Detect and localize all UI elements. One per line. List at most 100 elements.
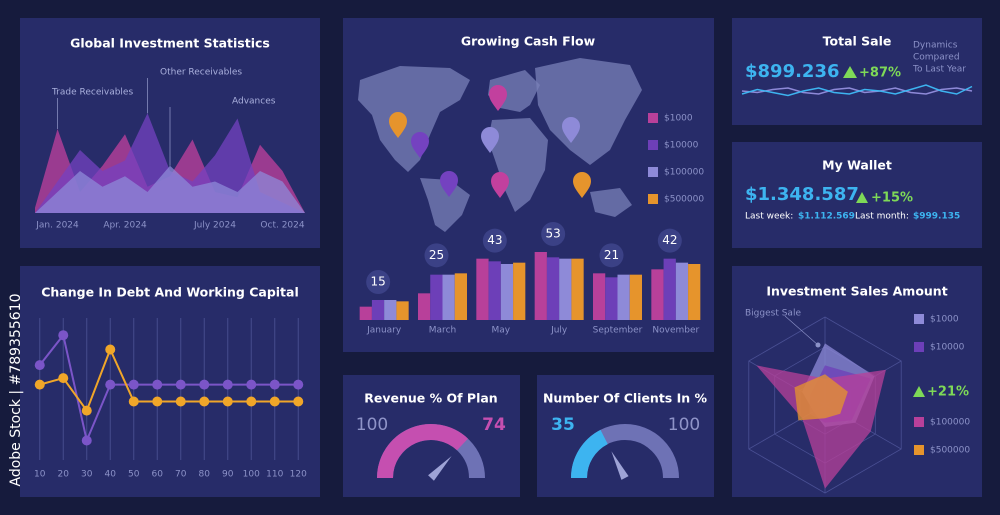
data-label: 43: [487, 233, 502, 247]
bar: [500, 264, 514, 320]
note: To Last Year: [912, 65, 966, 75]
needle: [428, 456, 452, 481]
x-tick-label: 50: [128, 470, 140, 480]
bar: [454, 273, 467, 320]
amount: $899.236: [745, 61, 840, 82]
point: [175, 396, 186, 407]
change: +21%: [927, 385, 969, 400]
data-label: 15: [371, 275, 386, 289]
point: [105, 344, 116, 355]
gauge-max: 100: [356, 415, 388, 435]
x-tick-label: 80: [199, 470, 211, 480]
legend-swatch: [914, 342, 924, 352]
bar: [663, 258, 676, 320]
point: [105, 379, 116, 390]
label-bubble: [366, 270, 391, 294]
bar: [534, 252, 547, 320]
point: [175, 379, 186, 390]
gauge-value: [377, 424, 468, 479]
point: [128, 396, 139, 407]
x-tick-label: November: [652, 326, 699, 336]
panel: [20, 266, 320, 497]
x-tick-label: 120: [290, 470, 307, 480]
panel-title: Total Sale: [823, 34, 892, 49]
point: [293, 379, 304, 390]
label-bubble: [657, 228, 682, 253]
x-tick-label: 40: [105, 470, 117, 480]
point: [81, 435, 92, 446]
series-label: Trade Receivables: [51, 88, 133, 98]
legend-label: $100000: [930, 418, 970, 428]
legend-swatch: [648, 113, 658, 123]
bar: [593, 273, 606, 320]
bar: [546, 257, 560, 320]
bar: [430, 274, 443, 320]
bar: [442, 274, 455, 320]
bar: [617, 274, 630, 320]
radar-area: [794, 374, 848, 421]
bar: [675, 262, 689, 320]
x-tick-label: 20: [58, 470, 70, 480]
point: [81, 405, 92, 416]
legend-swatch: [648, 140, 658, 150]
bar: [476, 258, 489, 320]
legend-label: $500000: [930, 446, 970, 456]
x-tick-label: January: [366, 326, 402, 336]
legend-swatch: [914, 314, 924, 324]
map-pins: [389, 85, 591, 198]
x-tick-label: September: [593, 326, 643, 336]
point: [58, 330, 69, 341]
label: Last week:: [745, 212, 793, 222]
x-tick-label: Jan. 2024: [35, 221, 79, 231]
bar: [396, 301, 409, 320]
x-tick-label: 10: [34, 470, 46, 480]
gauge-max: 100: [668, 415, 700, 435]
bar: [384, 300, 397, 320]
point: [128, 379, 139, 390]
needle: [611, 451, 629, 480]
watermark: Adobe Stock | #789355610: [8, 294, 24, 487]
chart-title: Global Investment Statistics: [70, 36, 270, 51]
legend-swatch: [648, 167, 658, 177]
label-bubble: [541, 222, 566, 246]
bar: [418, 293, 431, 320]
x-tick-label: July: [550, 326, 568, 336]
panel: [732, 142, 982, 248]
bar: [559, 258, 572, 320]
up-icon: [913, 386, 925, 397]
change: +87%: [859, 66, 901, 81]
x-tick-label: 100: [243, 470, 260, 480]
x-tick-label: Oct. 2024: [260, 221, 304, 231]
bar: [359, 306, 372, 320]
radar-area: [756, 365, 886, 489]
point: [222, 396, 233, 407]
data-label: 21: [604, 248, 619, 262]
legend-label: $500000: [664, 195, 704, 205]
gauge-value: [571, 429, 609, 479]
bar: [688, 264, 701, 320]
annotation-dot: [815, 342, 821, 348]
x-tick-label: 30: [81, 470, 93, 480]
annotation: Biggest Sale: [745, 309, 801, 319]
point: [199, 396, 210, 407]
chart-title: Change In Debt And Working Capital: [41, 285, 299, 300]
point: [34, 379, 45, 390]
legend-label: $100000: [664, 168, 704, 178]
x-tick-label: 70: [175, 470, 187, 480]
label: Last month:: [855, 212, 909, 222]
legend-swatch: [914, 417, 924, 427]
legend-label: $10000: [664, 141, 699, 151]
up-icon: [843, 66, 857, 78]
bar: [571, 258, 584, 320]
sparkline: [741, 84, 973, 97]
change: +15%: [871, 191, 913, 206]
x-tick-label: 90: [222, 470, 234, 480]
sparkline: [741, 87, 973, 95]
point: [58, 373, 69, 384]
x-tick-label: July 2024: [193, 221, 236, 231]
point: [269, 379, 280, 390]
legend-swatch: [648, 194, 658, 204]
x-tick-label: 110: [266, 470, 283, 480]
point: [152, 379, 163, 390]
point: [152, 396, 163, 407]
